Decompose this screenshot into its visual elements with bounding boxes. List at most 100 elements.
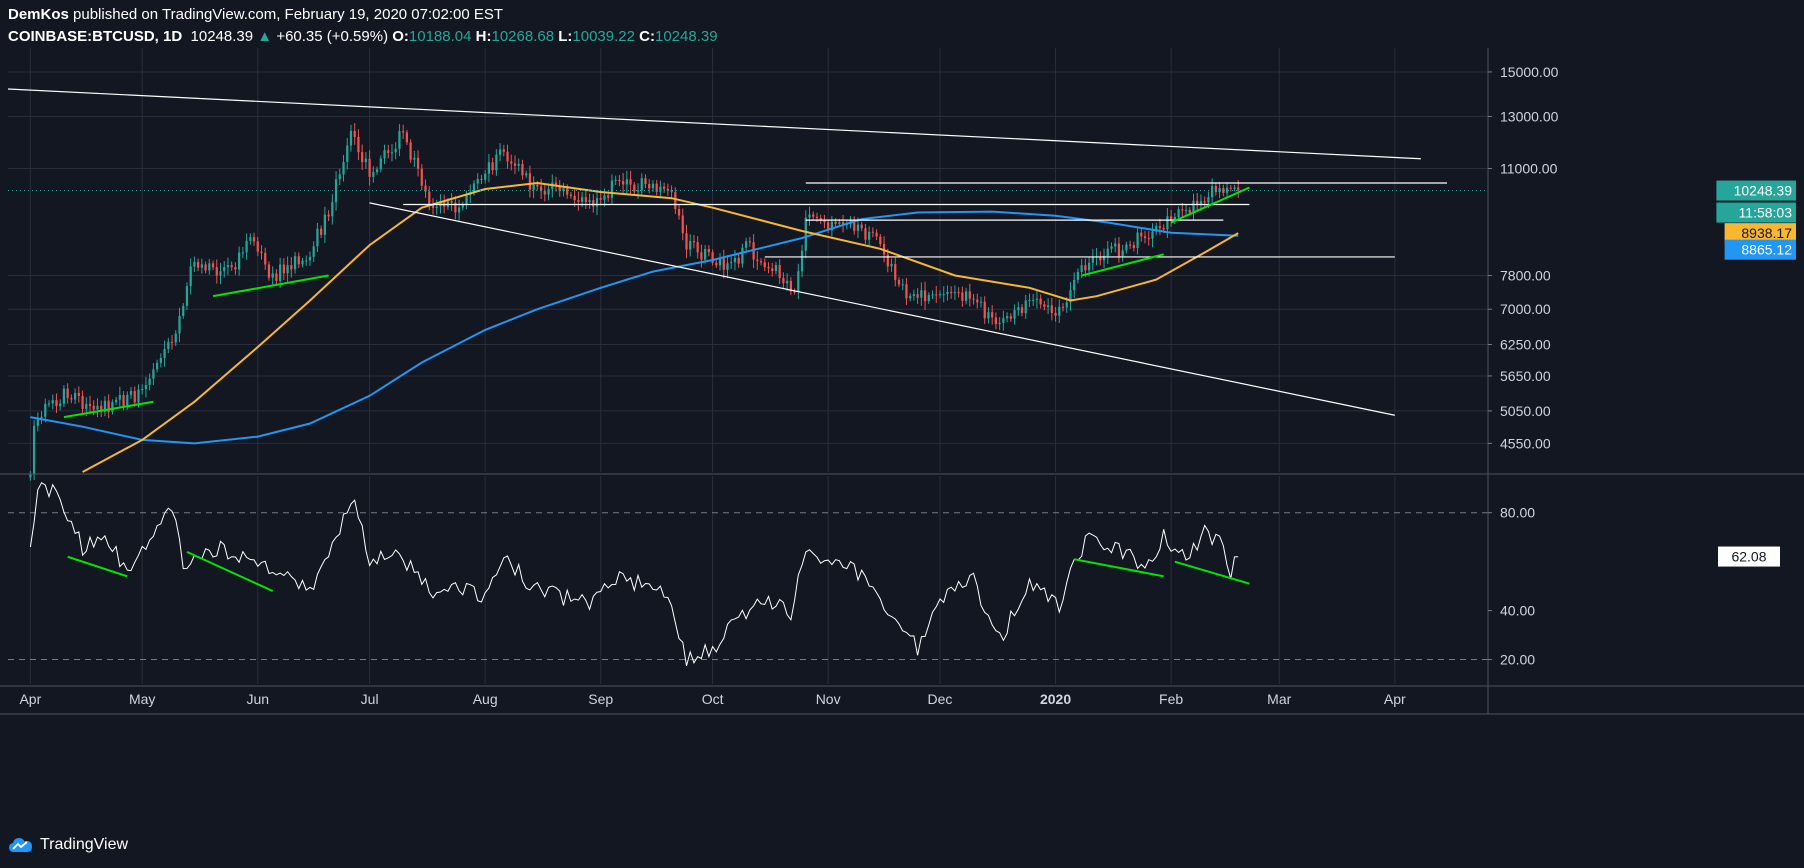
candle-body — [331, 202, 334, 217]
candle-body — [599, 198, 602, 200]
close-value: 10248.39 — [654, 28, 718, 45]
candle-body — [450, 201, 453, 203]
candle-body — [987, 312, 990, 319]
green-trendline[interactable] — [63, 400, 154, 419]
x-tick-label: Jun — [246, 691, 269, 707]
candle-body — [804, 217, 807, 251]
rsi-divergence-line[interactable] — [186, 550, 274, 592]
rsi-divergence-line[interactable] — [1074, 558, 1164, 578]
candle-body — [674, 192, 677, 210]
y-tick-label: 13000.00 — [1500, 109, 1559, 125]
x-tick-label: Oct — [702, 691, 724, 707]
price-tag-label: 8865.12 — [1741, 242, 1792, 258]
candle-body — [77, 392, 80, 396]
candle-body — [502, 149, 505, 152]
candle-body — [532, 184, 535, 190]
candle-body — [1073, 279, 1076, 291]
rsi-divergence-line[interactable] — [67, 555, 128, 578]
candle-body — [312, 246, 315, 257]
open-value: 10188.04 — [408, 28, 472, 45]
rsi-line — [29, 481, 1239, 667]
candle-body — [1211, 186, 1214, 198]
candle-body — [1222, 187, 1225, 193]
candle-body — [543, 191, 546, 195]
candle-body — [935, 294, 938, 296]
candle-body — [890, 263, 893, 267]
candle-body — [174, 333, 177, 343]
candle-body — [1125, 244, 1128, 251]
candle-body — [771, 268, 774, 271]
green-trendline[interactable] — [1170, 186, 1250, 224]
green-trendline[interactable] — [1081, 253, 1164, 277]
candle-body — [1166, 216, 1169, 230]
rsi-divergence-line[interactable] — [1174, 560, 1250, 585]
x-tick-label: Jul — [361, 691, 379, 707]
up-arrow-icon: ▲ — [257, 28, 273, 45]
candle-body — [346, 145, 349, 162]
candle-body — [420, 168, 423, 186]
rsi-pane[interactable] — [8, 481, 1488, 667]
candle-body — [256, 241, 259, 252]
price-tag — [1716, 180, 1796, 201]
candle-body — [1136, 232, 1139, 249]
candle-body — [40, 416, 43, 419]
candle-body — [901, 284, 904, 286]
candle-body — [923, 290, 927, 302]
candle-body — [886, 254, 889, 267]
candle-body — [942, 294, 945, 296]
candle-body — [1140, 232, 1143, 237]
candle-body — [461, 204, 464, 208]
candle-body — [517, 164, 520, 166]
candle-body — [759, 261, 763, 263]
candle-body — [789, 280, 792, 292]
candle-body — [178, 316, 181, 334]
candle-body — [644, 178, 647, 185]
candle-body — [1184, 210, 1188, 212]
candle-body — [655, 183, 658, 192]
candle-body — [327, 214, 330, 217]
candle-body — [812, 214, 815, 217]
green-trendline[interactable] — [212, 274, 329, 298]
candle-body — [487, 162, 491, 174]
candle-body — [905, 284, 908, 299]
price-tag-label: 10248.39 — [1734, 183, 1793, 199]
high-label: H: — [475, 28, 492, 45]
grid-lines — [8, 48, 1488, 684]
candle-body — [1155, 226, 1158, 232]
candle-body — [293, 256, 297, 270]
candle-body — [390, 152, 394, 154]
candle-body — [961, 292, 964, 301]
tradingview-logo[interactable]: TradingView — [8, 834, 128, 856]
trendline[interactable] — [369, 202, 1395, 416]
candle-body — [827, 222, 830, 231]
candle-body — [756, 259, 759, 262]
candle-body — [238, 252, 241, 270]
candle-body — [1128, 244, 1132, 246]
candle-body — [323, 214, 326, 235]
candle-body — [737, 257, 740, 264]
candle-body — [1061, 306, 1065, 308]
candle-body — [685, 233, 688, 250]
author-name[interactable]: DemKos — [8, 6, 69, 23]
candle-body — [137, 389, 140, 403]
candle-body — [834, 221, 837, 224]
candle-body — [525, 173, 528, 176]
candle-body — [580, 197, 584, 202]
candle-body — [122, 395, 125, 407]
symbol-label[interactable]: COINBASE:BTCUSD, 1D — [8, 28, 183, 45]
candle-body — [938, 294, 942, 296]
rsi-value-label: 62.08 — [1731, 549, 1766, 565]
candle-body — [275, 273, 278, 281]
candle-body — [1039, 298, 1042, 305]
price-pane[interactable] — [7, 88, 1488, 481]
candle-body — [1225, 187, 1229, 193]
candle-body — [991, 312, 994, 318]
candle-body — [1087, 262, 1091, 271]
candle-body — [85, 404, 88, 409]
candle-body — [607, 195, 610, 198]
candle-body — [409, 142, 412, 160]
candle-body — [1233, 187, 1236, 189]
candle-body — [215, 267, 218, 276]
trendline[interactable] — [7, 88, 1421, 160]
